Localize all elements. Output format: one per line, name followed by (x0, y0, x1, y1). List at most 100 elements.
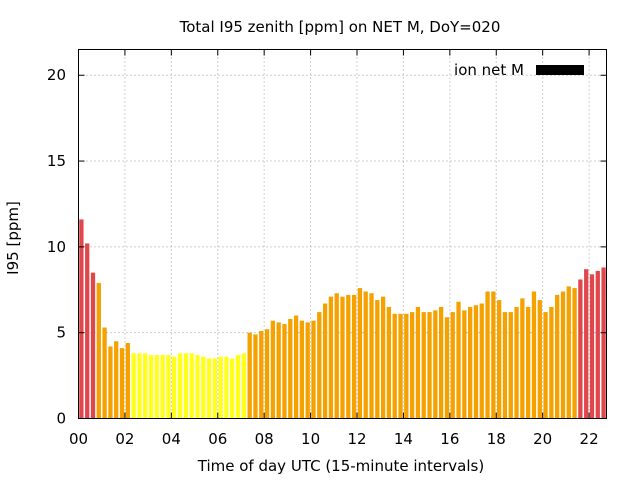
bar (218, 356, 223, 419)
legend-label: ion net M (454, 61, 524, 79)
bar (195, 355, 200, 419)
bar (212, 358, 217, 419)
bar (293, 315, 299, 419)
bar (479, 303, 484, 419)
bar (241, 353, 247, 419)
bar (264, 329, 270, 419)
bar (160, 355, 165, 419)
bar (369, 293, 374, 419)
x-tick-label: 00 (69, 430, 88, 448)
bar (305, 322, 310, 419)
bar (201, 356, 206, 419)
x-tick-label: 22 (580, 430, 599, 448)
bar (502, 312, 508, 419)
y-tick-labels: 0 5 10 15 20 (47, 66, 66, 427)
x-tick-label: 14 (394, 430, 413, 448)
bar (253, 334, 258, 419)
y-tick-label: 20 (47, 66, 66, 84)
bar (363, 291, 368, 419)
bar (299, 320, 305, 419)
y-tick-label: 15 (47, 152, 66, 170)
bar (444, 317, 450, 419)
plot-frame (78, 49, 607, 419)
bar (375, 300, 380, 419)
bar (584, 269, 589, 419)
bar (224, 356, 229, 419)
bar (409, 312, 415, 419)
bar (259, 330, 264, 419)
bar (404, 313, 409, 419)
bar (183, 353, 188, 419)
bar (96, 282, 101, 419)
x-tick-label: 12 (347, 430, 366, 448)
x-tick-label: 08 (255, 430, 274, 448)
bar (177, 353, 183, 419)
bar (438, 306, 444, 419)
x-axis-label: Time of day UTC (15-minute intervals) (197, 457, 484, 475)
x-tick-label: 16 (440, 430, 459, 448)
bar (189, 353, 194, 419)
legend: ion net M (454, 61, 584, 79)
bar (351, 294, 357, 419)
bar (462, 310, 467, 419)
bar (520, 298, 525, 419)
bar (514, 306, 519, 419)
bar (537, 300, 542, 419)
bar (317, 312, 322, 419)
bar (334, 293, 339, 419)
bar (531, 291, 537, 419)
bar (328, 296, 334, 419)
y-tick-label: 10 (47, 238, 66, 256)
x-tick-label: 02 (115, 430, 134, 448)
x-tick-label: 10 (301, 430, 320, 448)
bar (102, 327, 107, 419)
bar (346, 294, 351, 419)
bar (543, 312, 548, 419)
bar (357, 288, 363, 419)
bar (526, 306, 531, 419)
bar (148, 355, 154, 419)
bar (549, 306, 554, 419)
bar (578, 279, 583, 419)
bar (468, 306, 473, 419)
bar (386, 306, 392, 419)
grid (78, 49, 607, 419)
bar (235, 355, 241, 419)
bar (497, 300, 502, 419)
bar (415, 306, 421, 419)
bar (131, 353, 136, 419)
bar (282, 324, 287, 419)
x-tick-label: 06 (208, 430, 227, 448)
x-tick-label: 18 (487, 430, 506, 448)
bar (340, 296, 345, 419)
bar (485, 291, 490, 419)
bar (114, 341, 119, 419)
bar (288, 318, 293, 419)
bar (247, 332, 252, 419)
x-tick-label: 04 (162, 430, 181, 448)
bar (137, 353, 142, 419)
y-tick-label: 0 (56, 410, 66, 428)
bar (79, 219, 84, 419)
legend-swatch (536, 65, 584, 75)
x-tick-label: 20 (533, 430, 552, 448)
bars (79, 219, 606, 419)
bar (491, 291, 496, 419)
bar (270, 320, 276, 419)
bar (154, 355, 159, 419)
bar (427, 312, 432, 419)
x-tick-labels: 00 02 04 06 08 10 12 14 16 18 20 22 (69, 430, 599, 448)
bar (456, 301, 461, 419)
bar (392, 313, 397, 419)
bar (380, 296, 386, 419)
bar (595, 270, 600, 419)
bar (119, 348, 125, 419)
bar (398, 313, 403, 419)
y-axis-label: I95 [ppm] (4, 201, 22, 275)
bar (555, 294, 560, 419)
bar (508, 312, 513, 419)
bar (450, 312, 455, 419)
bar (143, 353, 148, 419)
bar (230, 358, 235, 419)
